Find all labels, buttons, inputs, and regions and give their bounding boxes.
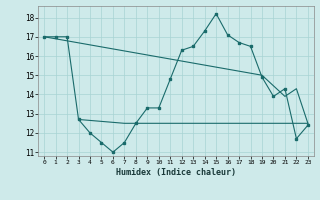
X-axis label: Humidex (Indice chaleur): Humidex (Indice chaleur): [116, 168, 236, 177]
